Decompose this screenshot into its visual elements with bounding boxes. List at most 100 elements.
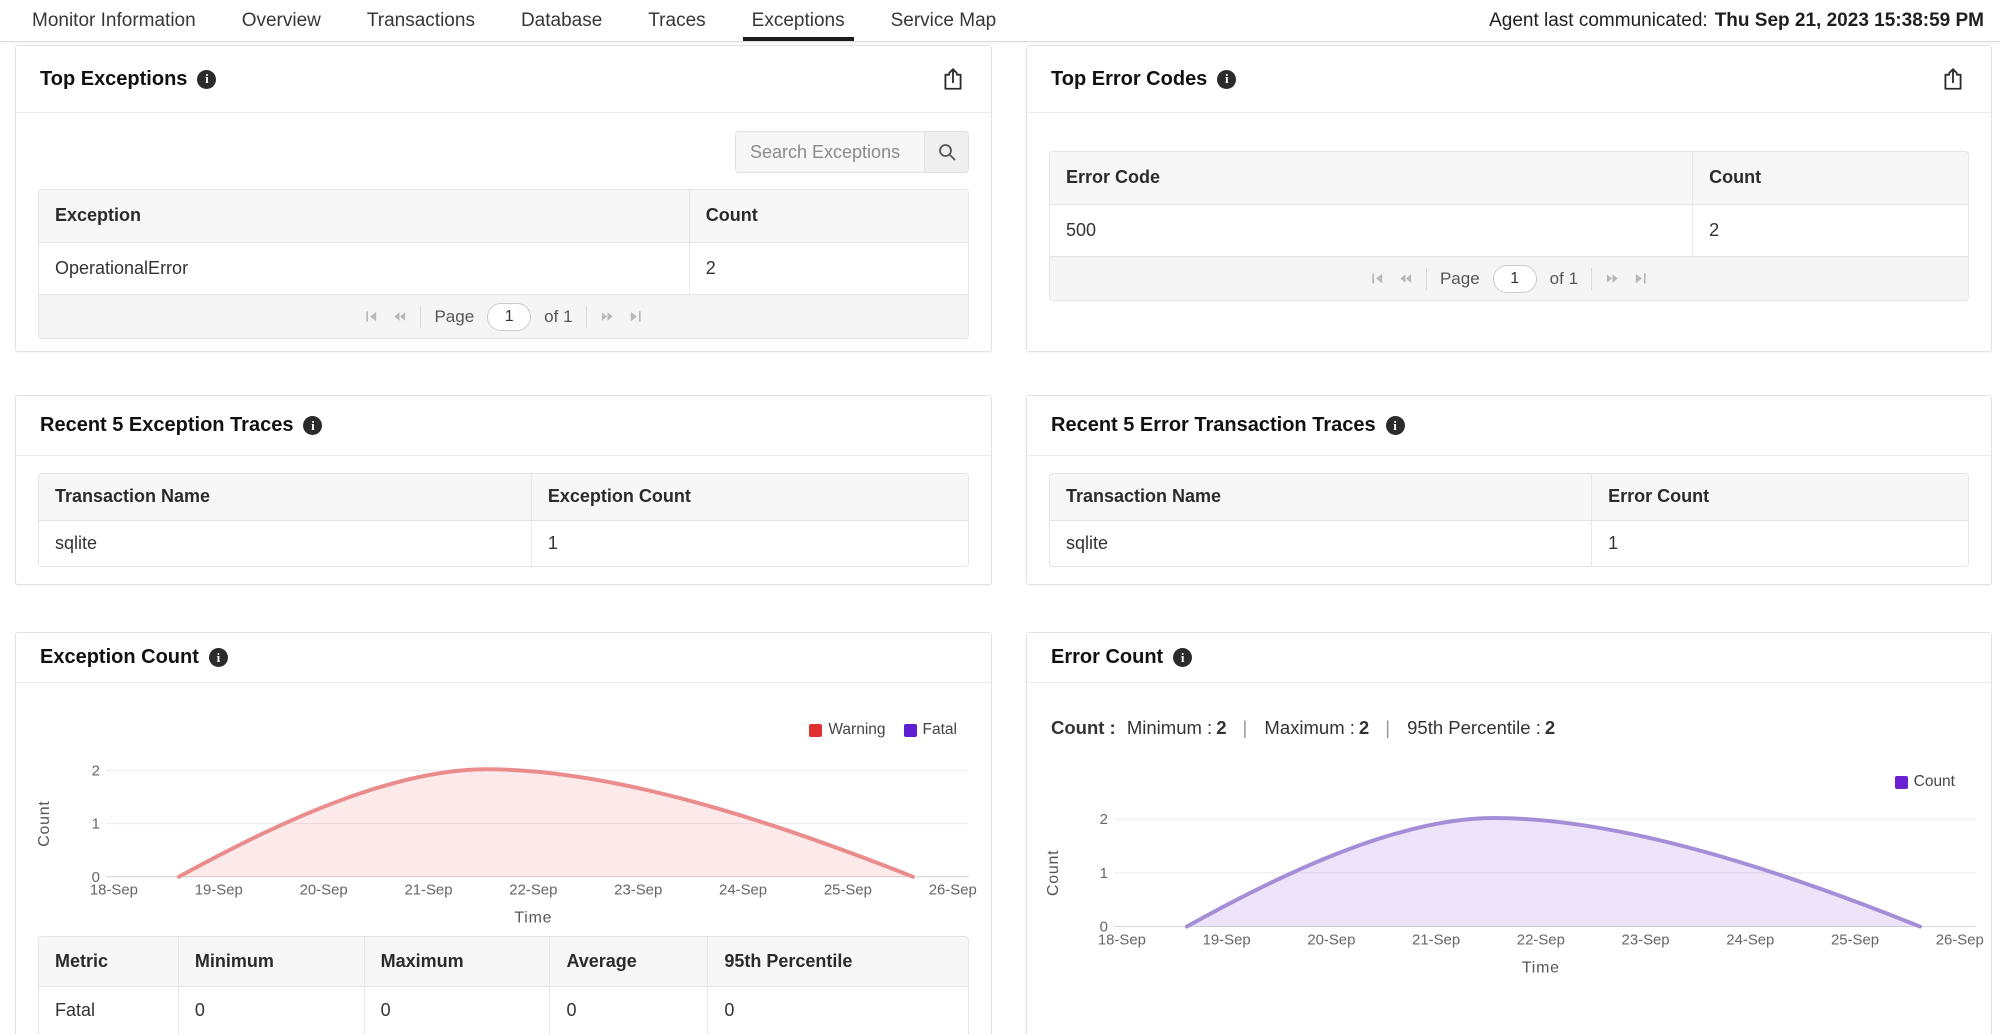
table-row[interactable]: OperationalError 2 bbox=[39, 242, 968, 294]
legend-label: Warning bbox=[828, 721, 886, 738]
info-icon[interactable] bbox=[1385, 416, 1405, 435]
table-cell: 0 bbox=[177, 986, 365, 1034]
svg-text:26-Sep: 26-Sep bbox=[929, 882, 977, 899]
table-cell: 1 bbox=[530, 520, 968, 566]
page-number-input[interactable] bbox=[487, 302, 532, 331]
svg-text:25-Sep: 25-Sep bbox=[1831, 931, 1879, 948]
pager-divider bbox=[585, 305, 587, 328]
table-cell: Fatal bbox=[39, 986, 179, 1034]
panel-title-text: Recent 5 Exception Traces bbox=[40, 414, 294, 436]
panel-title-text: Error Count bbox=[1051, 646, 1164, 668]
error-count-panel: 0 1 2 18-Sep 19-Sep 20-Sep 21-Sep 22-Sep 23-Sep 2… bbox=[1026, 632, 1992, 1034]
panel-title: Recent 5 Exception Traces bbox=[40, 414, 323, 437]
last-page-icon[interactable] bbox=[628, 309, 643, 324]
search-box bbox=[735, 131, 969, 173]
legend-item-warning[interactable]: Warning bbox=[809, 721, 886, 739]
top-navigation: Monitor Information Overview Transactions D… bbox=[0, 0, 2000, 42]
stat-label: 95th Percentile : bbox=[1402, 717, 1541, 738]
next-page-icon[interactable] bbox=[600, 309, 615, 324]
svg-text:24-Sep: 24-Sep bbox=[1726, 931, 1774, 948]
legend-label: Count bbox=[1913, 773, 1955, 790]
svg-text:23-Sep: 23-Sep bbox=[1622, 931, 1670, 948]
panel-title: Error Count bbox=[1051, 646, 1193, 669]
recent-exception-traces-table: Transaction Name Exception Count sqlite 1 bbox=[38, 473, 969, 567]
tab-service-map[interactable]: Service Map bbox=[890, 9, 997, 31]
search-button[interactable] bbox=[924, 132, 968, 172]
share-icon bbox=[944, 68, 962, 90]
tab-overview[interactable]: Overview bbox=[241, 9, 321, 31]
table-cell: 2 bbox=[1692, 204, 1968, 256]
table-header-row: Error Code Count bbox=[1050, 152, 1968, 205]
legend-item-fatal[interactable]: Fatal bbox=[903, 721, 957, 739]
table-cell: 0 bbox=[549, 986, 708, 1034]
svg-text:25-Sep: 25-Sep bbox=[824, 882, 872, 899]
stat-value: 2 bbox=[1544, 717, 1556, 738]
agent-last-communicated-value: Thu Sep 21, 2023 15:38:59 PM bbox=[1714, 9, 1984, 31]
tab-exceptions[interactable]: Exceptions bbox=[729, 0, 868, 41]
info-icon[interactable] bbox=[303, 416, 323, 435]
svg-text:Time: Time bbox=[514, 910, 552, 927]
page-label: Page bbox=[1439, 268, 1480, 288]
tab-traces[interactable]: Traces bbox=[648, 9, 706, 31]
table-row[interactable]: sqlite 1 bbox=[39, 520, 968, 566]
previous-page-icon[interactable] bbox=[1398, 271, 1413, 286]
info-icon[interactable] bbox=[1173, 648, 1193, 667]
svg-text:22-Sep: 22-Sep bbox=[1517, 931, 1565, 948]
table-header-row: Metric Minimum Maximum Average 95th Percenti… bbox=[39, 937, 968, 987]
info-icon[interactable] bbox=[208, 648, 228, 667]
first-page-icon[interactable] bbox=[1370, 271, 1385, 286]
export-button[interactable] bbox=[1939, 65, 1967, 93]
column-header: 95th Percentile bbox=[707, 937, 968, 987]
legend-swatch bbox=[809, 723, 823, 737]
export-button[interactable] bbox=[939, 65, 967, 93]
stats-prefix: Count : bbox=[1051, 717, 1116, 738]
table-row[interactable]: Fatal 0 0 0 0 bbox=[39, 986, 968, 1034]
panel-header: Exception Count bbox=[16, 633, 991, 683]
svg-text:Count: Count bbox=[36, 800, 53, 846]
panel-header: Error Count bbox=[1027, 633, 1991, 683]
column-header: Average bbox=[549, 937, 708, 987]
table-row[interactable]: sqlite 1 bbox=[1050, 520, 1968, 566]
recent-error-transaction-traces-panel: Recent 5 Error Transaction Traces Transa… bbox=[1026, 395, 1992, 585]
previous-page-icon[interactable] bbox=[392, 309, 407, 324]
panel-title: Exception Count bbox=[40, 646, 228, 669]
svg-text:20-Sep: 20-Sep bbox=[1307, 931, 1355, 948]
page-number-input[interactable] bbox=[1492, 264, 1537, 293]
svg-text:21-Sep: 21-Sep bbox=[404, 882, 452, 899]
column-header: Exception Count bbox=[530, 474, 968, 521]
panel-header: Recent 5 Exception Traces bbox=[16, 396, 991, 456]
column-header: Error Code bbox=[1050, 152, 1693, 205]
table-row[interactable]: 500 2 bbox=[1050, 204, 1968, 256]
last-page-icon[interactable] bbox=[1633, 271, 1648, 286]
stat-label: Maximum : bbox=[1259, 717, 1355, 738]
table-cell: 0 bbox=[363, 986, 550, 1034]
info-icon[interactable] bbox=[1217, 69, 1237, 89]
table-cell: 500 bbox=[1050, 204, 1693, 256]
svg-text:20-Sep: 20-Sep bbox=[300, 882, 348, 899]
column-header: Error Count bbox=[1591, 474, 1968, 521]
agent-last-communicated: Agent last communicated: Thu Sep 21, 202… bbox=[1489, 0, 1984, 41]
legend-item-count[interactable]: Count bbox=[1894, 773, 1955, 791]
svg-text:19-Sep: 19-Sep bbox=[195, 882, 243, 899]
chart-legend: Count bbox=[1894, 773, 1955, 791]
next-page-icon[interactable] bbox=[1605, 271, 1620, 286]
column-header: Maximum bbox=[363, 937, 550, 987]
column-header: Metric bbox=[39, 937, 179, 987]
exception-metrics-table: Metric Minimum Maximum Average 95th Percenti… bbox=[38, 936, 969, 1034]
panel-title: Top Error Codes bbox=[1051, 68, 1237, 91]
column-header: Transaction Name bbox=[39, 474, 532, 521]
search-exceptions-input[interactable] bbox=[736, 132, 924, 172]
first-page-icon[interactable] bbox=[364, 309, 379, 324]
tab-database[interactable]: Database bbox=[520, 9, 603, 31]
info-icon[interactable] bbox=[197, 69, 217, 89]
tab-monitor-information[interactable]: Monitor Information bbox=[32, 9, 196, 31]
table-cell: sqlite bbox=[1050, 520, 1592, 566]
panel-title-text: Top Exceptions bbox=[40, 67, 188, 90]
tab-transactions[interactable]: Transactions bbox=[366, 9, 475, 31]
legend-swatch bbox=[1894, 775, 1908, 789]
svg-text:21-Sep: 21-Sep bbox=[1412, 931, 1460, 948]
column-header: Count bbox=[1692, 152, 1968, 205]
page-of-label: of 1 bbox=[1549, 268, 1579, 288]
